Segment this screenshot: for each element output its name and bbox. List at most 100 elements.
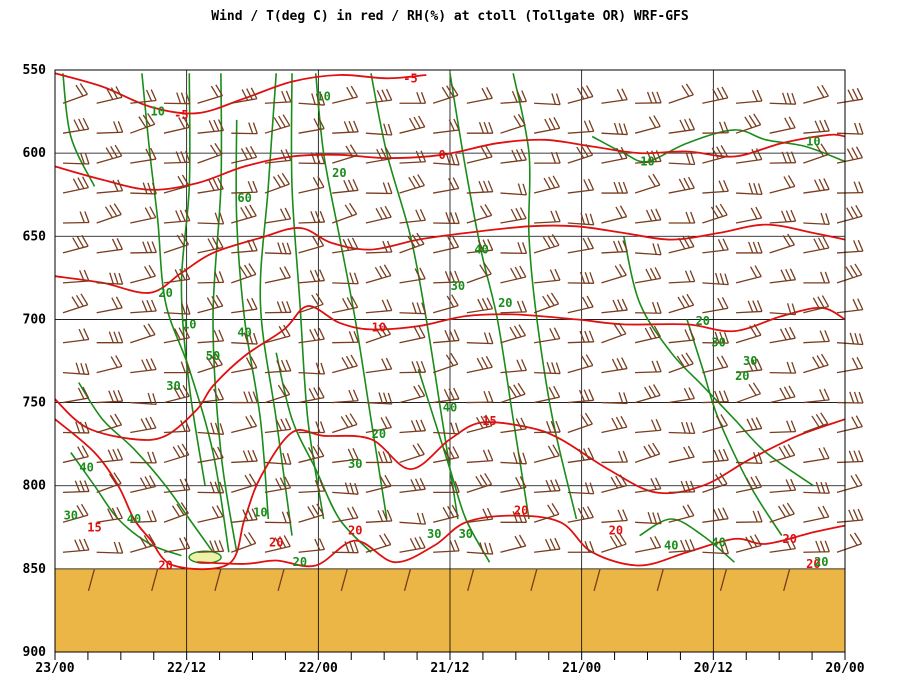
wind-barb-flag <box>444 271 451 283</box>
wind-barb-shaft <box>769 127 796 134</box>
wind-barb-flag <box>444 330 451 342</box>
wind-barb-flag <box>824 271 830 284</box>
wind-barb-shaft <box>803 491 830 494</box>
wind-barb-shaft <box>533 513 560 523</box>
wind-barb <box>601 532 627 553</box>
wind-barb-flag <box>551 93 557 105</box>
wind-barb-flag <box>748 182 754 195</box>
wind-barb <box>130 358 157 374</box>
wind-barb <box>635 511 662 525</box>
wind-barb-shaft <box>769 279 796 284</box>
wind-barb-flag <box>313 118 321 130</box>
wind-barb-flag <box>107 449 114 461</box>
temperature-contour-label: -5 <box>174 108 188 122</box>
wind-barb <box>130 241 157 254</box>
wind-barb-shaft <box>803 364 829 374</box>
wind-barb-flag <box>181 443 190 456</box>
wind-barb-shaft <box>433 246 459 254</box>
wind-barb <box>836 473 863 493</box>
wind-barb-flag <box>546 294 555 306</box>
wind-barb-shaft <box>601 426 628 434</box>
wind-barb <box>197 353 223 374</box>
wind-barb <box>466 180 494 194</box>
wind-barb-surface <box>719 568 728 592</box>
wind-barb-shaft <box>466 214 492 224</box>
wind-barb-flag <box>812 356 820 369</box>
wind-barb-flag <box>219 481 225 494</box>
wind-barb-flag <box>611 417 619 430</box>
wind-barb-shaft <box>735 100 763 104</box>
wind-barb-flag <box>206 297 215 309</box>
wind-barb-shaft <box>433 339 460 344</box>
wind-barb-flag <box>352 448 359 460</box>
wind-barb-flag <box>653 325 661 338</box>
wind-barb-flag <box>791 92 797 105</box>
wind-barb-shaft <box>836 132 864 135</box>
wind-barb-flag <box>145 89 153 102</box>
rh-contour-label: 10 <box>640 154 654 168</box>
wind-barb-shaft <box>803 516 829 523</box>
wind-barb-flag <box>449 329 456 342</box>
wind-barb-flag <box>449 539 456 552</box>
wind-barb-shaft <box>735 393 761 404</box>
wind-barb-flag <box>274 537 282 549</box>
wind-barb-shaft <box>601 519 628 523</box>
wind-barb-shaft <box>365 132 392 136</box>
wind-barb <box>130 323 156 344</box>
wind-barb-flag <box>277 242 283 254</box>
wind-barb-flag <box>454 270 460 283</box>
rh-contour-line <box>686 319 783 537</box>
wind-barb-flag <box>622 181 629 194</box>
wind-barb-shaft <box>130 520 157 523</box>
wind-barb-flag <box>144 476 152 488</box>
wind-barb-flag <box>150 358 157 370</box>
wind-barb-flag <box>779 387 787 400</box>
wind-barb <box>231 263 257 284</box>
wind-barb-flag <box>618 123 624 135</box>
wind-barb-shaft <box>567 516 594 523</box>
wind-barb <box>836 204 863 224</box>
wind-barb <box>399 174 425 194</box>
wind-barb <box>769 502 795 523</box>
wind-barb-flag <box>145 417 152 430</box>
wind-barb <box>130 392 157 406</box>
wind-barb <box>163 419 191 434</box>
wind-barb-flag <box>454 539 460 552</box>
wind-barb-flag <box>374 326 383 338</box>
wind-barb-flag <box>589 272 595 284</box>
wind-barb-flag <box>282 452 287 465</box>
wind-barb-flag <box>690 153 696 165</box>
wind-barb-flag <box>554 479 561 491</box>
wind-barb-flag <box>313 387 321 399</box>
wind-barb-flag <box>213 540 220 552</box>
wind-barb-flag <box>414 268 422 280</box>
wind-barb-shaft <box>466 425 493 434</box>
wind-barb-flag <box>517 242 523 254</box>
x-tick-label: 20/12 <box>694 661 733 676</box>
wind-barb-flag <box>790 151 797 163</box>
wind-barb-flag <box>377 451 384 463</box>
wind-barb-flag <box>383 264 392 277</box>
wind-barb-flag <box>450 352 459 365</box>
wind-barb-flag <box>821 295 830 307</box>
wind-barb-flag <box>545 479 552 492</box>
wind-barb <box>466 121 494 134</box>
wind-barb-shaft <box>803 399 830 404</box>
wind-barb-flag <box>281 242 287 254</box>
wind-barb-flag <box>858 333 864 345</box>
wind-barb <box>231 87 258 104</box>
wind-barb <box>635 243 662 256</box>
wind-barb-shaft <box>62 371 89 376</box>
wind-barb-flag <box>815 540 821 553</box>
wind-barb <box>735 534 762 553</box>
wind-barb-flag <box>387 451 393 463</box>
wind-barb <box>130 299 157 314</box>
wind-barb <box>769 444 796 464</box>
wind-barb-flag <box>249 204 257 217</box>
wind-barb-shaft <box>500 428 527 434</box>
wind-barb-flag <box>685 422 691 434</box>
wind-barb-flag <box>416 92 422 104</box>
wind-barb-flag <box>544 538 552 551</box>
wind-barb <box>836 450 864 464</box>
wind-barb-flag <box>115 296 123 309</box>
